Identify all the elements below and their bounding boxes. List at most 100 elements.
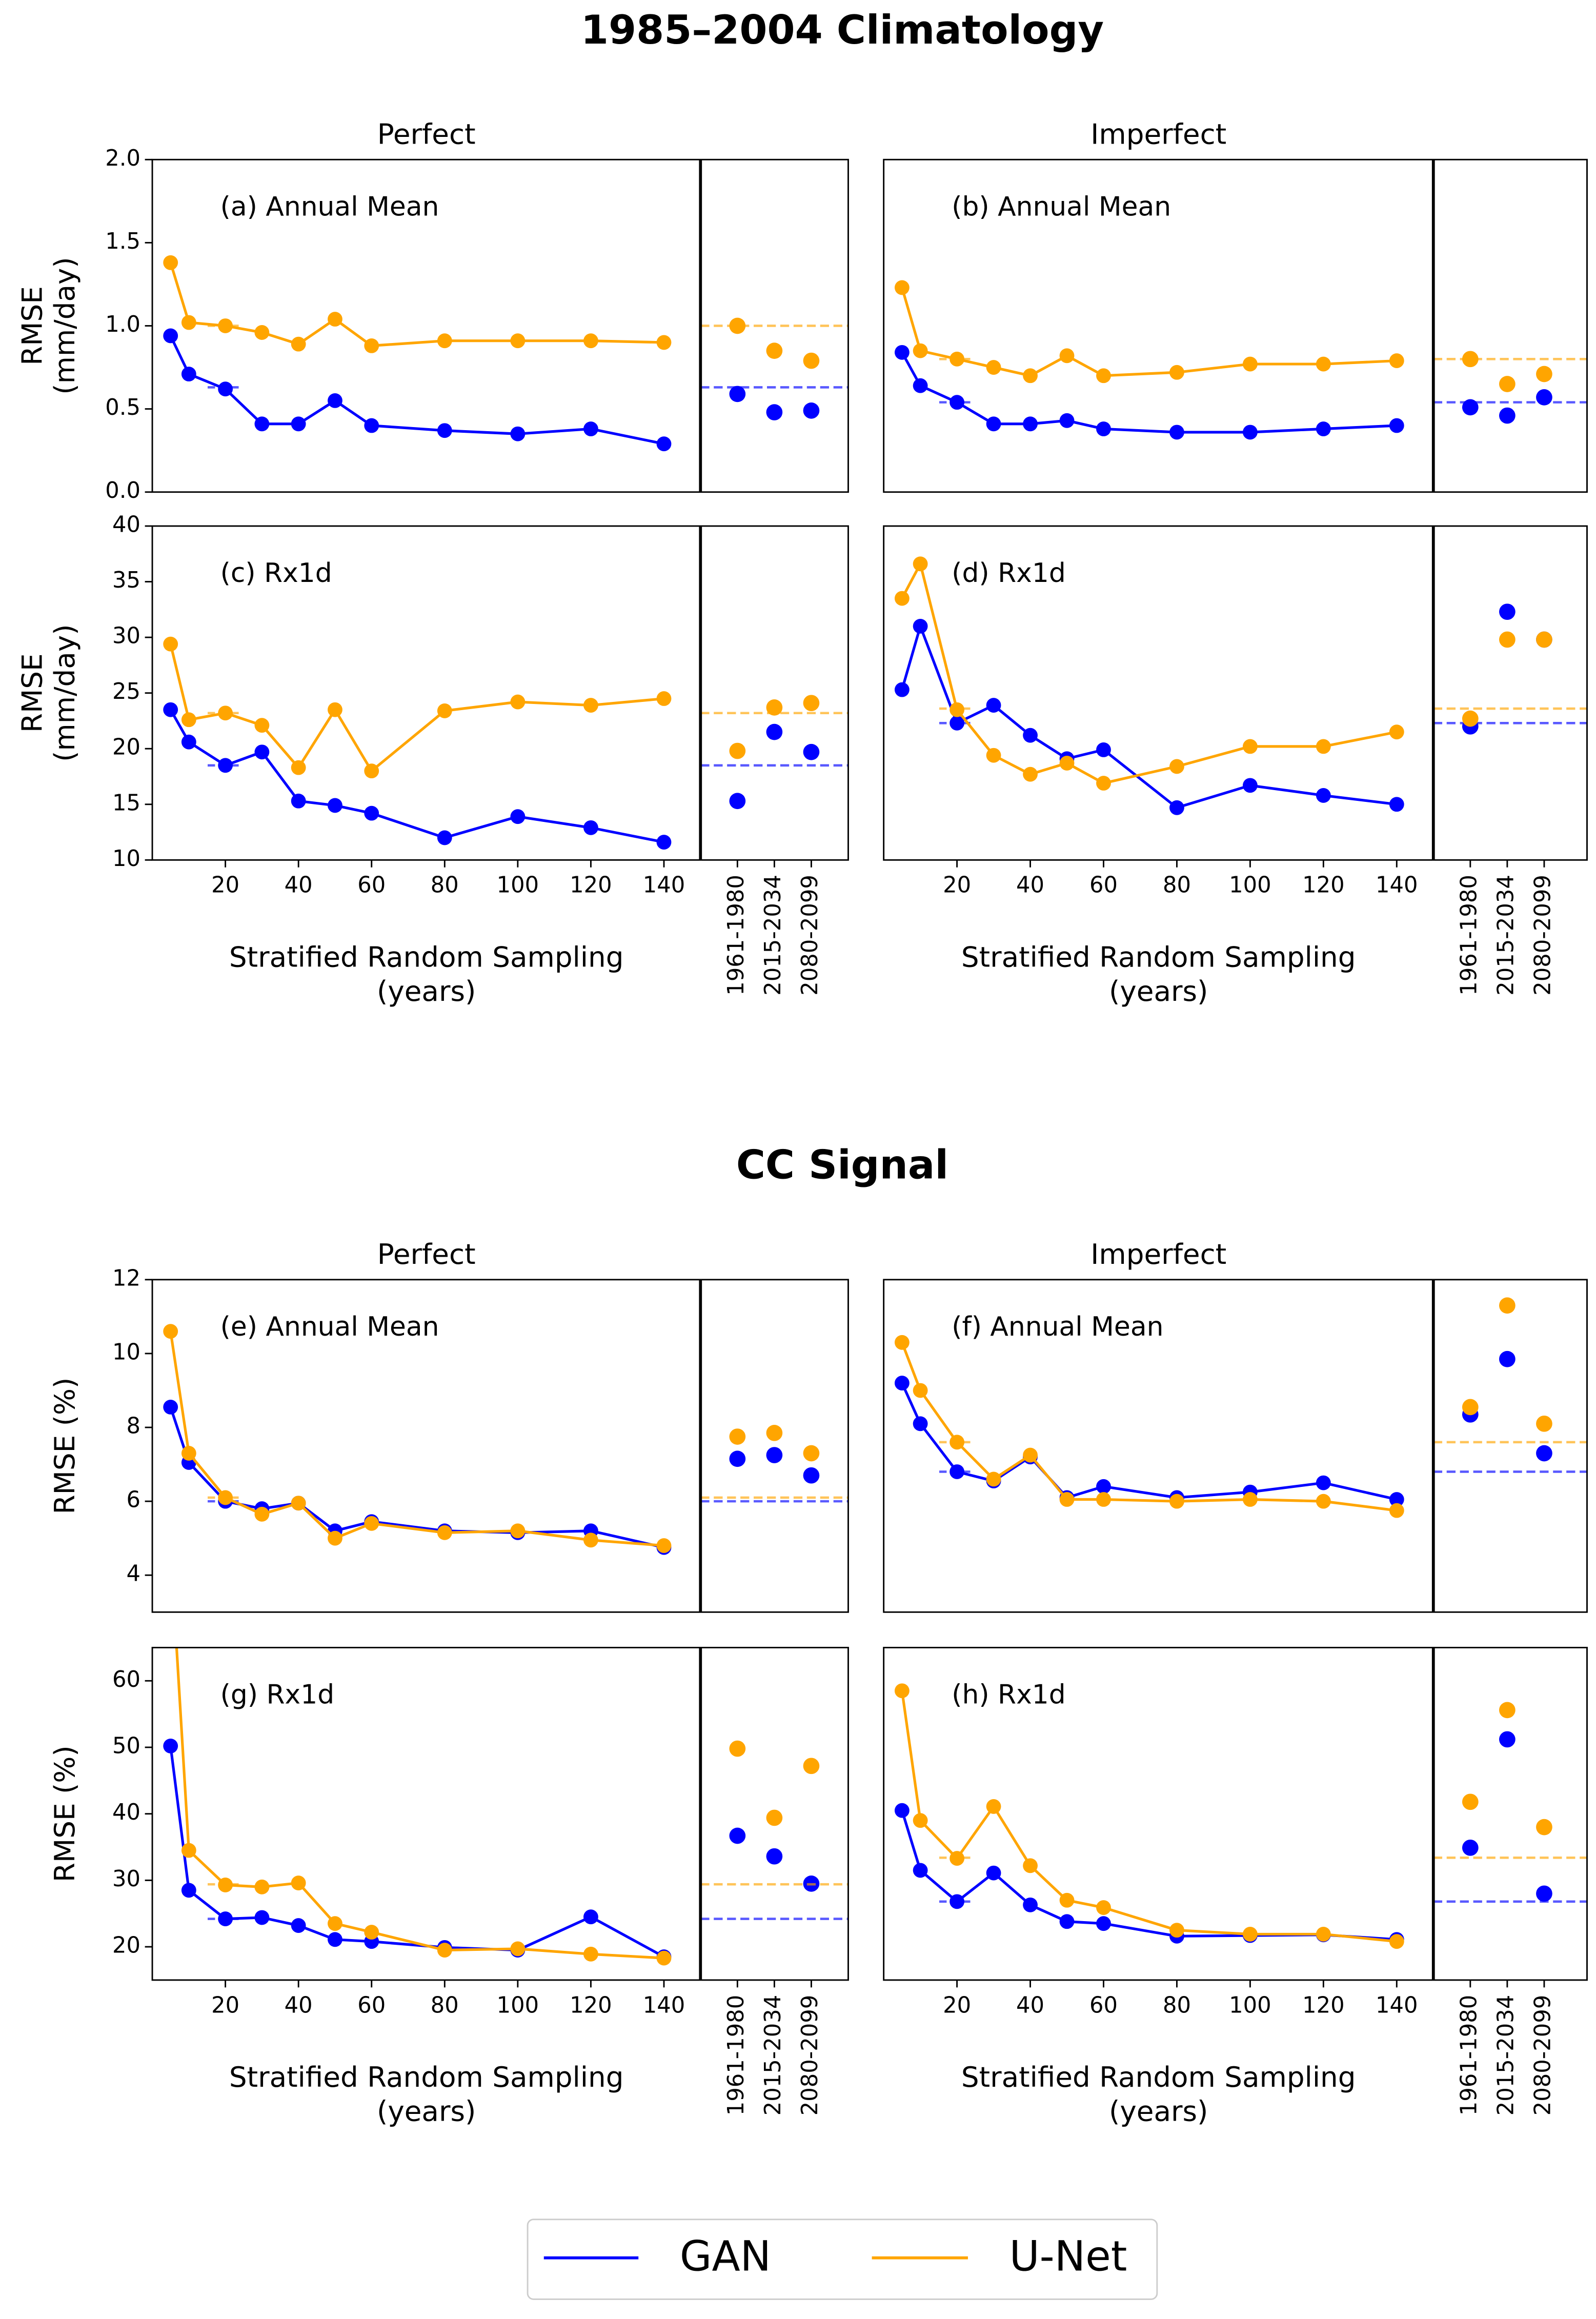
series-line — [900, 622, 1397, 810]
side-point — [766, 342, 783, 359]
y-tick-label: 30 — [112, 1866, 140, 1892]
point — [894, 591, 910, 606]
side-point — [1499, 1702, 1516, 1719]
side-point — [803, 1467, 820, 1484]
point — [163, 1738, 178, 1753]
x-tick-label: 80 — [1163, 1992, 1191, 2018]
point — [437, 830, 452, 845]
section-title: CC Signal — [736, 1142, 948, 1188]
point — [181, 734, 196, 750]
point — [163, 702, 178, 717]
x-tick-label: 40 — [1016, 873, 1044, 898]
side-point — [1499, 407, 1516, 424]
y-tick-label: 60 — [112, 1667, 140, 1692]
side-point — [729, 1428, 746, 1445]
point — [1096, 742, 1111, 757]
plot-area — [163, 255, 848, 452]
side-category-label: 2015-2034 — [1493, 1995, 1519, 2116]
side-point — [803, 402, 820, 419]
y-tick-label: 8 — [127, 1414, 140, 1439]
x-axis-label: Stratified Random Sampling — [961, 941, 1356, 974]
y-axis-label: RMSE (%) — [48, 1745, 81, 1882]
point — [1389, 1503, 1404, 1518]
point — [291, 793, 306, 809]
point — [894, 345, 910, 360]
side-point — [1462, 1839, 1479, 1856]
y-axis-label: RMSE (%) — [48, 1378, 81, 1515]
side-point — [766, 1809, 783, 1826]
y-tick-label: 25 — [112, 679, 140, 704]
point — [364, 1925, 379, 1940]
point — [583, 820, 598, 835]
point — [1023, 1447, 1038, 1463]
side-category-label: 2080-2099 — [1530, 875, 1555, 996]
side-point — [729, 742, 746, 759]
y-tick-label: 40 — [112, 1800, 140, 1825]
point — [291, 1918, 306, 1933]
point — [328, 702, 342, 717]
side-category-label: 1961-1980 — [1456, 875, 1482, 996]
point — [986, 1471, 1001, 1487]
series-line — [175, 1647, 664, 1960]
point — [986, 416, 1001, 432]
point — [1316, 421, 1331, 436]
point — [510, 694, 526, 710]
point — [1096, 368, 1111, 384]
side-category-label: 1961-1980 — [723, 1995, 749, 2116]
side-point — [1462, 1399, 1479, 1416]
side-point — [729, 317, 746, 334]
y-tick-label: 1.0 — [105, 312, 140, 337]
point — [510, 426, 526, 441]
side-point — [729, 793, 746, 810]
x-axis-label: Stratified Random Sampling — [961, 2061, 1356, 2093]
point — [437, 423, 452, 438]
point — [913, 1416, 928, 1431]
point — [328, 1932, 342, 1947]
point — [510, 1941, 526, 1957]
y-tick-label: 2.0 — [105, 146, 140, 171]
point — [181, 1883, 196, 1898]
point — [163, 1541, 178, 1556]
side-point — [729, 1450, 746, 1467]
point — [1096, 1900, 1111, 1915]
series-line — [900, 1690, 1397, 1943]
point — [656, 835, 672, 850]
x-tick-label: 20 — [943, 873, 971, 898]
point — [291, 1876, 306, 1890]
side-category-label: 1961-1980 — [723, 875, 749, 996]
point — [1023, 728, 1038, 743]
point — [291, 336, 306, 352]
y-tick-label: 20 — [112, 1933, 140, 1959]
point — [1389, 797, 1404, 812]
x-tick-label: 100 — [1229, 873, 1271, 898]
point — [1389, 1934, 1404, 1949]
section-title: 1985–2004 Climatology — [581, 7, 1104, 53]
point — [1096, 1492, 1111, 1507]
x-tick-label: 80 — [431, 873, 459, 898]
point — [1096, 421, 1111, 436]
point — [1389, 418, 1404, 433]
panel-label: (e) Annual Mean — [220, 1312, 439, 1342]
point — [1169, 759, 1184, 774]
x-tick-label: 80 — [431, 1992, 459, 2018]
x-tick-label: 120 — [1302, 873, 1345, 898]
point — [437, 1525, 452, 1540]
point — [437, 333, 452, 349]
point — [1059, 1892, 1075, 1908]
side-point — [1536, 1445, 1552, 1462]
point — [181, 1843, 196, 1858]
plot-area — [163, 636, 848, 850]
x-tick-label: 100 — [497, 1992, 539, 2018]
point — [254, 325, 270, 340]
panel-label: (b) Annual Mean — [952, 191, 1171, 222]
point — [1096, 1916, 1111, 1931]
side-point — [766, 1447, 783, 1463]
panel-label: (f) Annual Mean — [952, 1312, 1163, 1342]
point — [163, 636, 178, 652]
side-point — [1462, 710, 1479, 727]
panel-label: (d) Rx1d — [952, 558, 1066, 589]
point — [1059, 348, 1075, 364]
point — [894, 280, 910, 295]
side-category-label: 2015-2034 — [1493, 875, 1519, 996]
point — [894, 682, 910, 697]
